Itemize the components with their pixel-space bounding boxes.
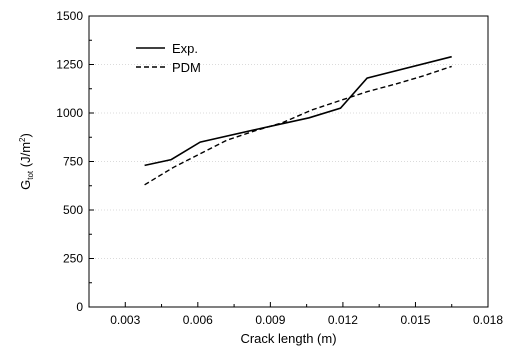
y-axis-label-subscript: tot xyxy=(26,170,35,180)
grid-lines xyxy=(89,64,488,259)
x-tick-label: 0.015 xyxy=(400,313,430,327)
legend-label: PDM xyxy=(172,60,201,75)
y-tick-label: 250 xyxy=(63,252,83,266)
series-lines xyxy=(144,55,452,186)
x-tick-label: 0.006 xyxy=(183,313,213,327)
y-tick-label: 1500 xyxy=(56,9,83,23)
y-tick-label: 500 xyxy=(63,203,83,217)
y-tick-label: 0 xyxy=(76,300,83,314)
y-tick-label: 1250 xyxy=(56,58,83,72)
x-axis-ticks: 0.003 0.006 0.009 0.012 0.015 0.018 xyxy=(88,302,503,327)
x-tick-label: 0.012 xyxy=(328,313,358,327)
y-axis-label-unit-open: (J/m xyxy=(18,142,33,171)
x-axis-label: Crack length (m) xyxy=(240,331,336,346)
legend-label: Exp. xyxy=(172,41,198,56)
y-axis-label: Gtot (J/m2) xyxy=(18,133,35,190)
x-tick-label: 0.018 xyxy=(473,313,503,327)
y-axis-label-unit-close: ) xyxy=(18,133,33,137)
series-line-exp xyxy=(144,55,452,167)
y-axis-label-superscript: 2 xyxy=(18,137,27,142)
legend: Exp. PDM xyxy=(136,41,201,75)
x-tick-label: 0.009 xyxy=(255,313,285,327)
y-tick-label: 750 xyxy=(63,155,83,169)
series-line-pdm xyxy=(144,65,452,186)
y-axis-ticks: 0 250 500 750 1000 1250 1500 xyxy=(56,9,94,314)
y-axis-label-main: G xyxy=(18,180,33,190)
x-tick-label: 0.003 xyxy=(110,313,140,327)
y-tick-label: 1000 xyxy=(56,106,83,120)
